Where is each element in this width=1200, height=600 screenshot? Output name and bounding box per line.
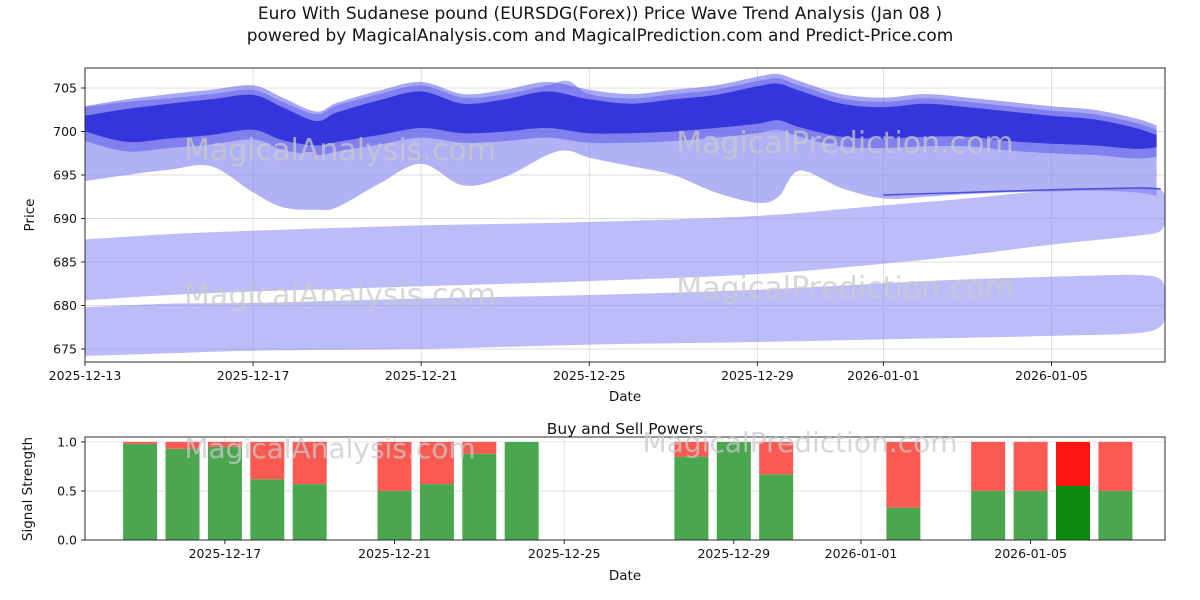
date-axis-label-top: Date [608,389,642,405]
x-tick-label: 2025-12-17 [189,546,262,561]
x-tick-label: 2025-12-17 [217,368,290,383]
bar-sell-2025-12-17 [207,441,242,447]
bar-buy-2025-12-17 [207,446,242,540]
y-tick-label: 700 [53,124,77,139]
bar-sell-2025-12-18 [250,441,285,480]
bar-sell-2025-12-21 [377,441,412,491]
bar-sell-2025-12-28 [674,441,709,457]
figure-subtitle: powered by MagicalAnalysis.com and Magic… [246,26,954,46]
bar-buy-2025-12-24 [504,441,539,540]
x-tick-label: 2026-01-05 [1015,368,1088,383]
signal-plot-border [84,436,1166,541]
bar-buy-2025-12-16 [165,448,200,540]
watermark-text: MagicalAnalysis.com [184,133,496,168]
x-tick-label: 2026-01-05 [994,546,1067,561]
bar-sell-2025-12-30 [759,441,794,475]
forecast-median-line [883,187,1161,196]
bar-buy-2025-12-18 [250,479,285,540]
watermark-text: MagicalPrediction.com [676,271,1014,306]
bar-sell-2025-12-22 [419,441,454,485]
band-trend-core [85,83,1157,149]
watermark-text: MagicalAnalysis.com [184,278,496,313]
x-tick-label: 2025-12-21 [385,368,458,383]
bar-buy-2026-01-02 [886,507,921,540]
watermark-text: MagicalPrediction.com [643,426,958,459]
price-plot-border [84,67,1166,363]
figure-title: Euro With Sudanese pound (EURSDG(Forex))… [257,4,943,24]
bar-buy-2026-01-06 [1056,486,1090,540]
band-outer-fan-low [85,274,1165,356]
x-tick-label: 2025-12-13 [49,368,122,383]
signal-axis-label: Signal Strength [20,436,36,542]
bar-buy-2026-01-05 [1013,491,1048,540]
price-axis-label: Price [22,198,38,232]
bar-sell-2025-12-23 [462,441,497,454]
bar-buy-2026-01-04 [971,491,1006,540]
y-tick-label: 705 [53,81,77,96]
bar-buy-2026-01-07 [1098,491,1133,540]
bar-sell-2025-12-16 [165,441,200,449]
bar-buy-2025-12-30 [759,474,794,540]
watermark-text: MagicalPrediction.com [676,126,1014,161]
bar-sell-2025-12-15 [123,441,158,444]
y-tick-label: 1.0 [57,434,77,449]
band-outer-fan-mid [85,187,1165,301]
watermark-text: MagicalAnalysis.com [184,432,475,465]
bar-sell-2025-12-19 [292,441,327,485]
x-tick-label: 2025-12-25 [528,546,601,561]
bar-sell-2026-01-05 [1013,441,1048,491]
bar-buy-2025-12-29 [716,441,751,540]
bar-sell-2026-01-07 [1098,441,1133,491]
bar-sell-2026-01-06 [1056,441,1090,486]
y-tick-label: 0.5 [57,484,77,499]
bar-buy-2025-12-22 [419,484,454,540]
y-tick-label: 695 [53,168,77,183]
x-tick-label: 2025-12-21 [358,546,431,561]
bar-buy-2025-12-15 [123,443,158,540]
bar-buy-2025-12-19 [292,484,327,540]
date-axis-label-bottom: Date [608,568,642,584]
bar-sell-2026-01-02 [886,441,921,508]
y-tick-label: 680 [53,298,77,313]
bar-buy-2025-12-28 [674,456,709,540]
y-tick-label: 0.0 [57,533,77,548]
y-tick-label: 690 [53,211,77,226]
x-tick-label: 2026-01-01 [825,546,898,561]
y-tick-label: 675 [53,342,77,357]
x-tick-label: 2025-12-29 [721,368,794,383]
x-tick-label: 2025-12-25 [553,368,626,383]
x-tick-label: 2025-12-29 [697,546,770,561]
bar-buy-2025-12-23 [462,453,497,540]
bar-sell-2026-01-04 [971,441,1006,491]
signal-chart-title: Buy and Sell Powers [546,420,704,438]
x-tick-label: 2026-01-01 [847,368,920,383]
y-tick-label: 685 [53,255,77,270]
bar-buy-2025-12-21 [377,491,412,540]
